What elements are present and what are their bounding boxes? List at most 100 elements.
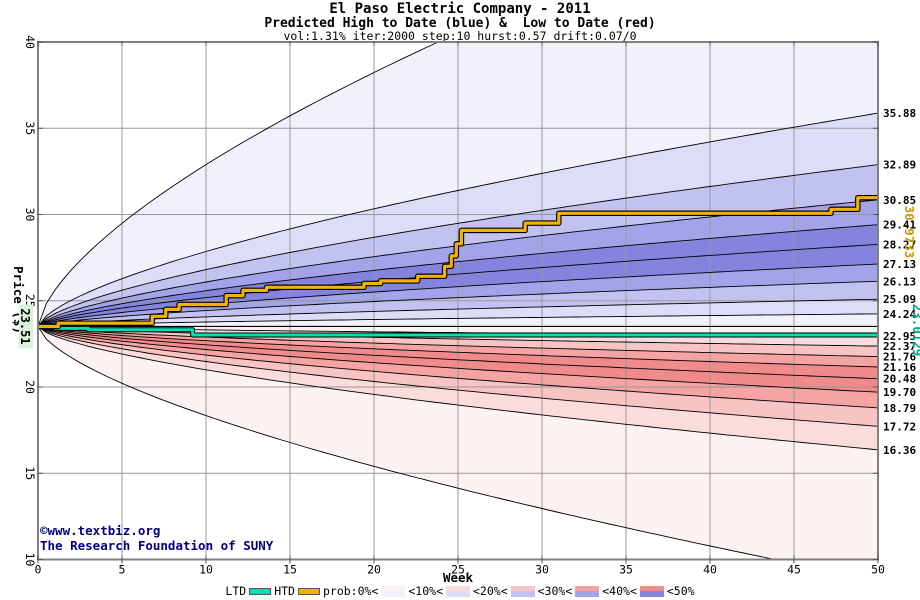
boundary-curve-12: [38, 326, 878, 358]
swatch-red-half: [639, 585, 664, 591]
decile-label-25.09: 25.09: [883, 293, 916, 306]
htd-ltd-series: [38, 194, 878, 338]
legend-probability-swatch-0: [381, 585, 406, 597]
boundary-curve-16: [38, 326, 878, 409]
decile-label-20.48: 20.48: [883, 373, 916, 386]
start-price-label-group: 23.51: [18, 304, 33, 349]
decile-label-32.89: 32.89: [883, 159, 916, 172]
boundary-curve-11: [38, 326, 878, 347]
legend-label: <50%: [666, 584, 695, 598]
decile-label-18.79: 18.79: [883, 402, 916, 415]
x-tick-label: 50: [871, 563, 885, 577]
swatch-red-half: [575, 585, 600, 591]
chart-subtitle: Predicted High to Date (blue) & Low to D…: [264, 15, 656, 31]
x-tick-label: 45: [787, 563, 801, 577]
swatch-blue-half: [510, 591, 535, 597]
y-tick-label: 30: [23, 208, 37, 222]
legend-probability-swatch-1: [446, 585, 470, 597]
probability-bands: [38, 42, 878, 560]
legend-label: LTD: [225, 584, 247, 598]
low-band-7: [38, 326, 878, 427]
legend-label: <20%<: [473, 584, 508, 598]
legend-label: <10%<: [408, 584, 443, 598]
legend-probability-swatch-4: [639, 585, 664, 597]
decile-label-27.13: 27.13: [883, 258, 916, 271]
swatch-blue-half: [446, 591, 470, 597]
x-tick-label: 15: [283, 563, 297, 577]
legend-probability-swatch-2: [510, 585, 535, 597]
swatch-blue-half: [381, 591, 406, 597]
boundary-curve-7: [38, 280, 878, 327]
boundary-curve-14: [38, 326, 878, 380]
x-tick-label: 20: [367, 563, 381, 577]
x-tick-label: 25: [451, 563, 465, 577]
swatch-red-half: [446, 585, 470, 591]
decile-label-24.24: 24.24: [883, 308, 916, 321]
decile-label-17.72: 17.72: [883, 420, 916, 433]
y-tick-label: 10: [23, 553, 37, 567]
boundary-curve-19: [38, 326, 777, 560]
legend-label: HTD: [274, 584, 295, 598]
start-price-label-bg: [19, 304, 33, 349]
probability-legend: LTD HTD prob:0%< <10%< <20%< <30%< <40%< <50%: [0, 584, 920, 598]
legend-label: <30%<: [537, 584, 573, 598]
low-band-5: [38, 326, 878, 393]
plot-frame: [37, 41, 879, 564]
legend-line-swatch: [249, 587, 272, 595]
high-band-3: [38, 199, 878, 327]
copyright-block: ©www.textbiz.org The Research Foundation…: [40, 523, 274, 554]
decile-label-26.13: 26.13: [883, 275, 916, 288]
y-tick-label: 20: [23, 380, 37, 394]
legend-label: <40%<: [602, 584, 637, 598]
start-price-label: 23.51: [18, 308, 32, 344]
x-tick-label: 30: [535, 563, 549, 577]
swatch-blue-half: [639, 591, 664, 597]
y-tick-label: 15: [23, 466, 37, 480]
boundary-curve-15: [38, 326, 878, 393]
x-axis-title: Week: [443, 570, 474, 585]
y-tick-label: 35: [23, 121, 37, 135]
decile-label-30.85: 30.85: [883, 194, 916, 207]
x-tick-label: 40: [703, 563, 717, 577]
high-band-4: [38, 224, 878, 327]
boundary-curve-1: [38, 112, 878, 327]
x-tick-label: 0: [35, 563, 42, 577]
chart-params: vol:1.31% iter:2000 step:10 hurst:0.57 d…: [283, 29, 637, 44]
ltd-final-value-label: 23.0129: [910, 304, 920, 357]
decile-label-21.16: 21.16: [883, 361, 916, 374]
x-tick-label: 5: [119, 563, 126, 577]
decile-label-28.27: 28.27: [883, 238, 916, 251]
legend-line-swatch: [297, 587, 320, 595]
swatch-blue-half: [575, 591, 600, 597]
copyright-org: The Research Foundation of SUNY: [40, 537, 274, 553]
htd-final-value-label: 30.9733: [902, 206, 917, 259]
copyright-url: ©www.textbiz.org: [40, 523, 161, 538]
boundary-curve-2: [38, 164, 878, 327]
x-tick-label: 10: [199, 563, 213, 577]
y-tick-label: 25: [23, 294, 37, 308]
decile-label-19.70: 19.70: [883, 386, 916, 399]
swatch-red-half: [381, 585, 406, 591]
decile-label-35.88: 35.88: [883, 107, 916, 120]
low-band-8: [38, 326, 878, 450]
x-tick-label: 35: [619, 563, 633, 577]
decile-label-29.41: 29.41: [883, 219, 916, 232]
boundary-curve-4: [38, 224, 878, 327]
title-block: El Paso Electric Company - 2011 Predicte…: [0, 1, 920, 44]
decile-label-16.36: 16.36: [883, 444, 916, 457]
axis-and-value-labels: 0 5 10 15 20 25 30 35 40 45 50 10 15 20 25 30 35 40 35.88 3…: [11, 35, 920, 585]
legend-probability-swatch-3: [575, 585, 600, 597]
swatch-red-half: [510, 585, 535, 591]
y-tick-label: 40: [23, 35, 37, 49]
htd-line: [38, 196, 878, 329]
decile-label-22.95: 22.95: [883, 330, 916, 343]
boundary-curve-9: [38, 313, 878, 327]
decile-label-22.37: 22.37: [883, 340, 916, 353]
boundary-curve-5: [38, 243, 878, 327]
chart-title: El Paso Electric Company - 2011: [329, 1, 591, 17]
decile-label-21.76: 21.76: [883, 351, 916, 364]
boundary-curve-0: [38, 42, 440, 327]
boundary-curve-18: [38, 326, 878, 451]
